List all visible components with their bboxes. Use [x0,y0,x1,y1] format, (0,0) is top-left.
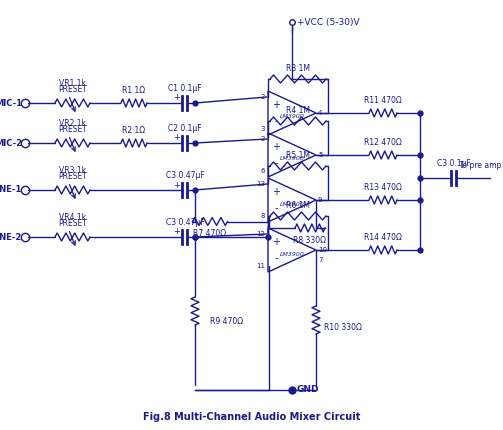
Text: 3: 3 [261,126,265,132]
Text: GND: GND [297,386,319,394]
Text: R12 470Ω: R12 470Ω [364,138,402,147]
Text: +: + [174,93,181,102]
Text: PRESET: PRESET [58,172,87,181]
Text: R10 330Ω: R10 330Ω [324,323,362,332]
Text: R8 330Ω: R8 330Ω [293,236,326,245]
Text: PRESET: PRESET [58,85,87,94]
Text: 2: 2 [261,94,265,100]
Text: R6 1M: R6 1M [286,201,310,210]
Text: C3 0.1μF: C3 0.1μF [437,159,471,168]
Text: PRESET: PRESET [58,219,87,228]
Text: LM3900: LM3900 [280,252,304,257]
Text: -: - [274,253,278,263]
Text: R7 470Ω: R7 470Ω [194,230,226,239]
Text: +: + [174,133,181,142]
Text: 10: 10 [318,247,327,253]
Text: 9: 9 [318,197,322,203]
Text: 4: 4 [318,110,322,116]
Text: To pre amp: To pre amp [459,160,501,169]
Text: +: + [272,142,280,152]
Text: R13 470Ω: R13 470Ω [364,183,402,192]
Text: 6: 6 [261,168,265,174]
Text: R2 1Ω: R2 1Ω [122,126,145,135]
Text: LINE-1: LINE-1 [0,185,22,194]
Text: R1 1Ω: R1 1Ω [122,86,145,95]
Text: R14 470Ω: R14 470Ω [364,233,402,242]
Text: PRESET: PRESET [58,125,87,134]
Text: +: + [174,181,181,190]
Text: -: - [274,158,278,168]
Text: 8: 8 [261,213,265,219]
Text: 5: 5 [318,152,322,158]
Text: +: + [272,187,280,197]
Text: R5 1M: R5 1M [286,151,310,160]
Text: VR4 1k: VR4 1k [59,213,86,222]
Text: LINE-2: LINE-2 [0,233,22,242]
Text: MIC-1: MIC-1 [0,98,22,108]
Text: R4 1M: R4 1M [286,106,310,115]
Text: C1 0.1μF: C1 0.1μF [168,84,202,93]
Text: VR1 1k: VR1 1k [59,79,86,88]
Text: +: + [174,227,181,236]
Text: 11: 11 [256,263,265,269]
Text: Fig.8 Multi-Channel Audio Mixer Circuit: Fig.8 Multi-Channel Audio Mixer Circuit [143,412,360,422]
Text: LM3900: LM3900 [280,157,304,162]
Text: -: - [274,203,278,213]
Text: 12: 12 [256,231,265,237]
Text: C2 0.1μF: C2 0.1μF [168,124,202,133]
Text: VR3 1k: VR3 1k [59,166,86,175]
Text: VR2 1k: VR2 1k [59,119,86,128]
Text: R3 1M: R3 1M [286,64,310,73]
Text: LM3900: LM3900 [280,114,304,120]
Text: 7: 7 [318,257,322,263]
Text: C3 0.47μF: C3 0.47μF [165,218,204,227]
Text: 2: 2 [261,136,265,142]
Text: +VCC (5-30)V: +VCC (5-30)V [297,18,360,27]
Text: C3 0.47μF: C3 0.47μF [165,171,204,180]
Text: 13: 13 [256,181,265,187]
Text: MIC-2: MIC-2 [0,138,22,147]
Text: -: - [274,116,278,126]
Text: +: + [272,100,280,110]
Text: LM3900: LM3900 [280,202,304,206]
Text: +: + [272,237,280,247]
Text: R9 470Ω: R9 470Ω [210,316,243,326]
Text: R11 470Ω: R11 470Ω [364,96,402,105]
